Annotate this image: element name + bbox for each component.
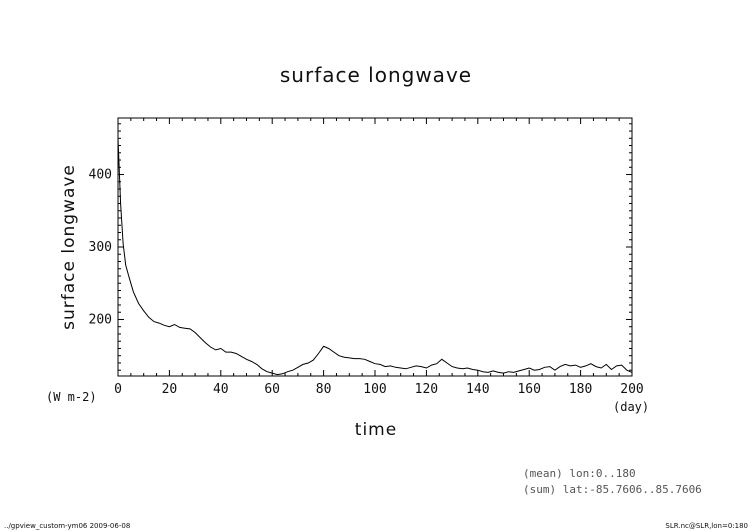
- x-tick-labels: 0 20 40 60 80 100 120 140 160 180 200: [114, 382, 644, 397]
- x-tick-label: 140: [466, 382, 489, 397]
- x-tick-label: 100: [363, 382, 386, 397]
- y-tick-labels: 200 300 400: [89, 168, 112, 328]
- axis-ticks: [117, 118, 633, 376]
- footer-right: SLR.nc@SLR,lon=0:180: [665, 522, 748, 530]
- x-tick-label: 160: [517, 382, 540, 397]
- plot-frame: [117, 117, 633, 377]
- mean-note: (mean) lon:0..180: [523, 467, 636, 480]
- x-tick-label: 180: [569, 382, 592, 397]
- x-tick-label: 200: [620, 382, 643, 397]
- x-tick-label: 80: [316, 382, 332, 397]
- y-tick-label: 200: [89, 312, 112, 327]
- x-tick-label: 20: [162, 382, 178, 397]
- sum-note: (sum) lat:-85.7606..85.7606: [523, 483, 702, 496]
- y-axis-unit: (W m-2): [46, 390, 97, 404]
- x-tick-label: 40: [213, 382, 229, 397]
- x-axis-unit: (day): [613, 400, 649, 414]
- y-tick-label: 300: [89, 240, 112, 255]
- x-tick-label: 120: [415, 382, 438, 397]
- x-tick-label: 60: [264, 382, 280, 397]
- y-tick-label: 400: [89, 168, 112, 183]
- chart-title: surface longwave: [280, 63, 472, 87]
- footer-left: ../gpview_custom-ym06 2009-06-08: [4, 522, 130, 530]
- x-axis-label: time: [355, 420, 397, 440]
- x-tick-label: 0: [114, 382, 122, 397]
- y-axis-label: surface longwave: [59, 164, 79, 330]
- series-line: [117, 138, 633, 376]
